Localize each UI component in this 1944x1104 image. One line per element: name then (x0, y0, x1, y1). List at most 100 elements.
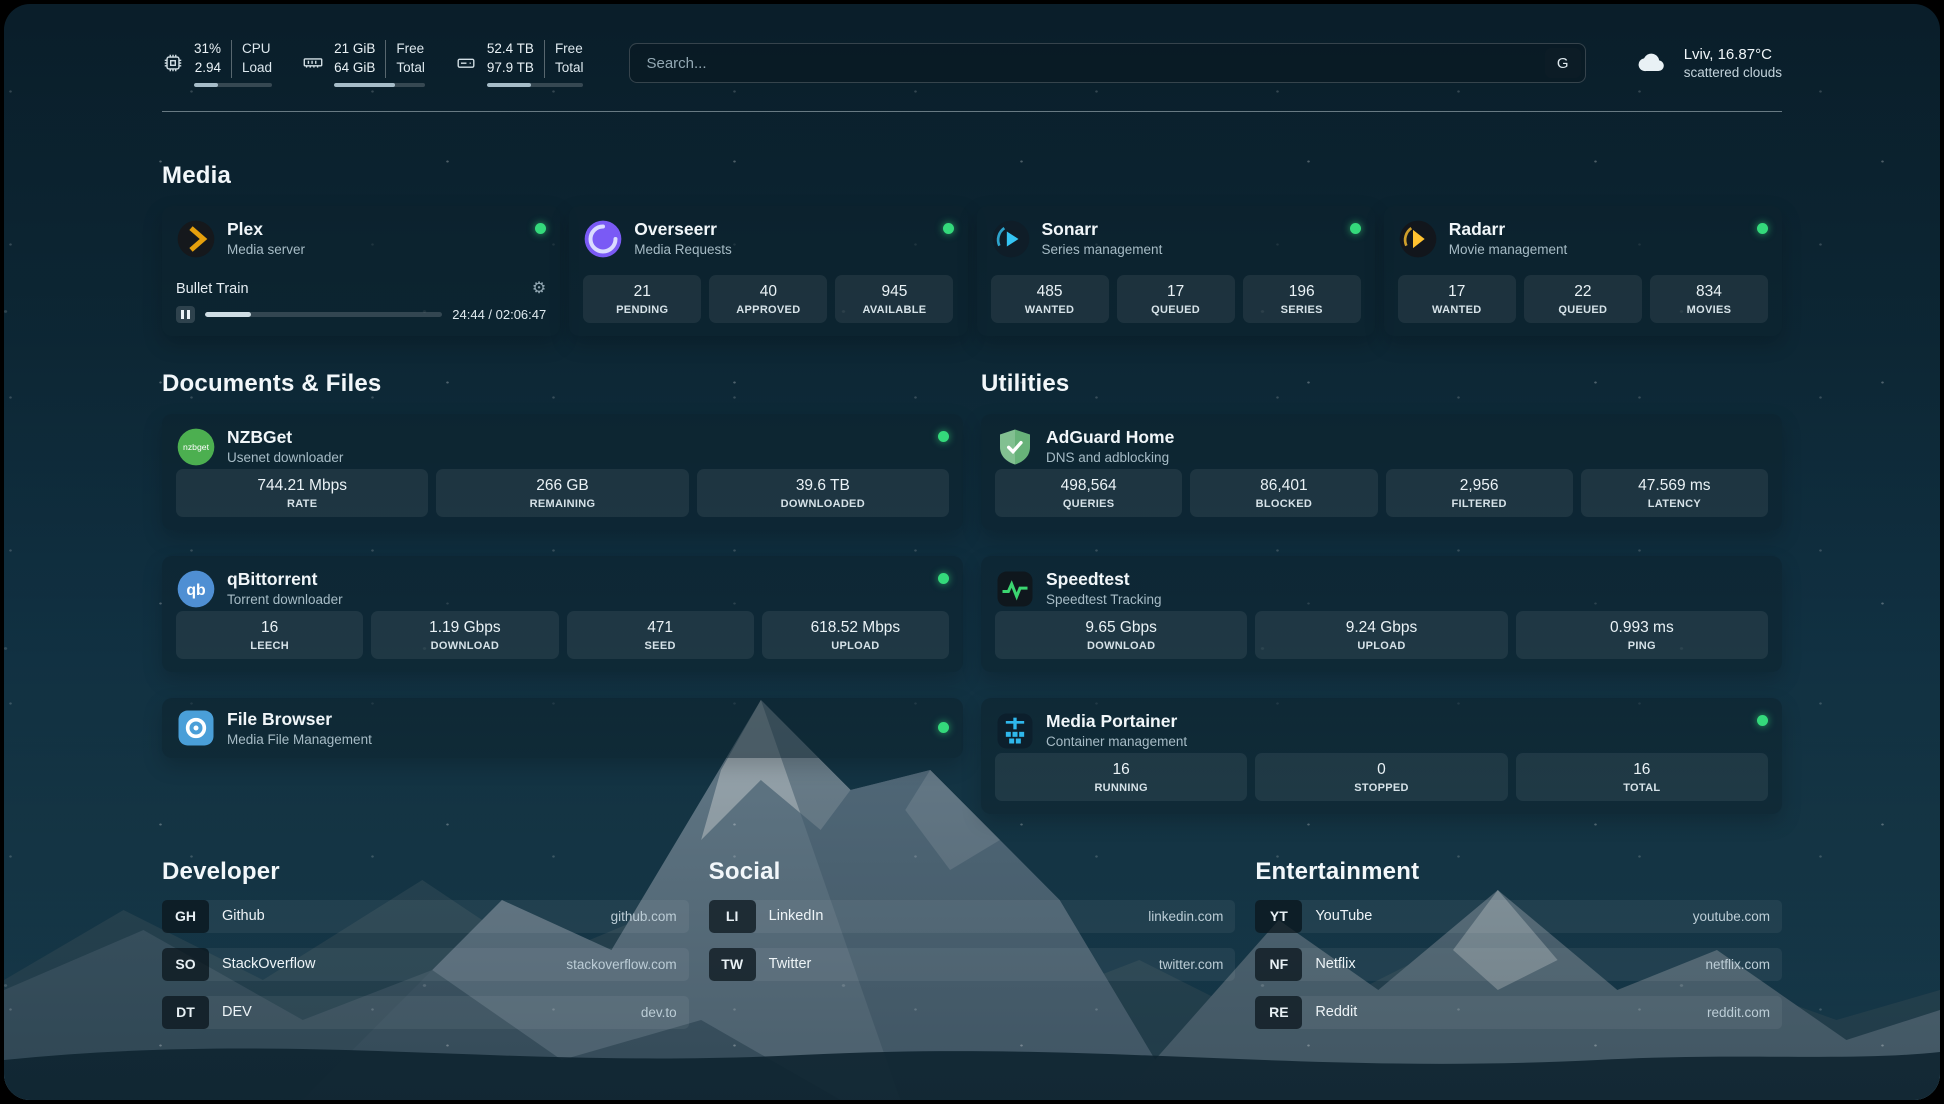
cpu-load-label: Load (231, 58, 272, 78)
service-card-portainer[interactable]: Media Portainer Container management 16 … (981, 697, 1782, 814)
nzbget-icon: nzbget (177, 428, 215, 466)
media-section-title: Media (162, 161, 232, 189)
cpu-percent: 31% (194, 41, 222, 56)
adguard-icon (1000, 429, 1030, 465)
documents-utilities-area: Documents & Files nzbget NZBGet Usenet d… (162, 370, 1782, 814)
stat-ping: 0.993 ms PING (1515, 610, 1768, 659)
bookmark-abbr: SO (162, 947, 209, 981)
bookmark-reddit[interactable]: RE Reddit reddit.com (1255, 995, 1782, 1029)
stat-movies: 834 MOVIES (1649, 274, 1768, 323)
status-online-dot (938, 430, 949, 442)
bookmark-linkedin[interactable]: LI LinkedIn linkedin.com (708, 899, 1236, 933)
plex-icon (177, 220, 215, 258)
service-name: Media Portainer (1046, 710, 1178, 731)
bookmark-stackoverflow[interactable]: SO StackOverflow stackoverflow.com (162, 947, 689, 981)
service-card-qbittorrent[interactable]: qb qBittorrent Torrent downloader 16 LEE… (162, 555, 963, 672)
service-card-radarr[interactable]: Radarr Movie management 17 WANTED 22 QUE… (1383, 205, 1782, 336)
playback-progress-fill (205, 311, 252, 317)
cloud-icon (1638, 54, 1664, 72)
service-card-filebrowser[interactable]: File Browser Media File Management (162, 697, 963, 758)
disk-progress-fill (486, 82, 532, 87)
service-card-adguard[interactable]: AdGuard Home DNS and adblocking 498,564 … (981, 413, 1782, 530)
section-media: Media Plex Media server (162, 162, 1782, 336)
status-online-dot (1757, 222, 1768, 234)
utilities-section-title: Utilities (981, 369, 1070, 397)
stat-running: 16 RUNNING (995, 752, 1248, 801)
stat-download: 1.19 Gbps DOWNLOAD (371, 610, 559, 659)
bookmark-name: YouTube (1315, 908, 1373, 925)
stat-pending: 21 PENDING (583, 274, 702, 323)
pause-icon[interactable] (176, 305, 195, 323)
playback-progress-bar[interactable] (205, 311, 443, 317)
stat-approved: 40 APPROVED (709, 274, 828, 323)
bookmark-abbr: NF (1255, 947, 1303, 981)
section-utilities: Utilities AdGuard Home DNS and adblockin… (981, 370, 1782, 814)
service-card-sonarr[interactable]: Sonarr Series management 485 WANTED 17 Q… (976, 205, 1375, 336)
playback-time: 24:44 / 02:06:47 (452, 306, 547, 322)
service-name: AdGuard Home (1046, 426, 1175, 447)
service-card-speedtest[interactable]: Speedtest Speedtest Tracking 9.65 Gbps D… (981, 555, 1782, 672)
bookmark-github[interactable]: GH Github github.com (162, 899, 689, 933)
resource-widgets: 31% CPU 2.94 Load (162, 40, 584, 87)
memory-progress-bar (334, 82, 425, 87)
service-subtitle: Usenet downloader (227, 449, 344, 465)
service-card-overseerr[interactable]: Overseerr Media Requests 21 PENDING 40 A… (569, 205, 968, 336)
status-online-dot (942, 222, 954, 234)
cpu-label: CPU (231, 40, 272, 59)
stat-rate: 744.21 Mbps RATE (176, 468, 429, 517)
disk-free: 52.4 TB (486, 41, 534, 56)
bookmark-url: twitter.com (1158, 956, 1224, 972)
bookmark-abbr: GH (162, 899, 209, 933)
status-online-dot (938, 572, 949, 584)
dashboard-screen: 31% CPU 2.94 Load (4, 4, 1940, 1100)
bookmark-url: netflix.com (1705, 956, 1770, 972)
search-bar: G (629, 43, 1586, 84)
cpu-progress-bar (194, 82, 273, 87)
bookmark-twitter[interactable]: TW Twitter twitter.com (708, 947, 1236, 981)
stat-wanted: 17 WANTED (1397, 274, 1516, 323)
stat-downloaded: 39.6 TB DOWNLOADED (696, 468, 949, 517)
stat-queries: 498,564 QUERIES (995, 468, 1183, 517)
status-online-dot (535, 222, 547, 234)
stat-stopped: 0 STOPPED (1255, 752, 1508, 801)
weather-condition: scattered clouds (1683, 65, 1782, 81)
service-name: Plex (227, 218, 263, 239)
memory-free-label: Free (385, 40, 425, 59)
service-subtitle: Media File Management (227, 731, 372, 747)
service-card-nzbget[interactable]: nzbget NZBGet Usenet downloader 744.21 M… (162, 413, 963, 530)
stat-queued: 22 QUEUED (1523, 274, 1642, 323)
bookmark-url: reddit.com (1706, 1004, 1770, 1020)
bookmark-dev[interactable]: DT DEV dev.to (162, 995, 689, 1029)
bookmark-abbr: RE (1255, 995, 1303, 1029)
stat-filtered: 2,956 FILTERED (1385, 468, 1573, 517)
service-name: qBittorrent (227, 568, 318, 589)
speedtest-icon (997, 571, 1033, 607)
search-input[interactable] (629, 43, 1586, 84)
bookmark-name: LinkedIn (768, 908, 824, 925)
settings-gear-icon[interactable]: ⚙ (531, 279, 547, 297)
service-subtitle: Media Requests (634, 241, 732, 257)
stat-upload: 9.24 Gbps UPLOAD (1255, 610, 1508, 659)
entertainment-section-title: Entertainment (1255, 857, 1420, 885)
service-subtitle: Speedtest Tracking (1046, 591, 1162, 607)
bookmark-name: Github (222, 908, 265, 925)
stat-available: 945 AVAILABLE (835, 274, 954, 323)
bookmark-youtube[interactable]: YT YouTube youtube.com (1255, 899, 1782, 933)
search-provider-button[interactable]: G (1544, 48, 1581, 79)
bookmark-url: github.com (610, 908, 677, 924)
bookmark-abbr: TW (708, 947, 756, 981)
service-name: Radarr (1448, 218, 1506, 239)
bookmark-group-entertainment: Entertainment YT YouTube youtube.com NF … (1255, 858, 1782, 1029)
status-online-dot (1349, 222, 1361, 234)
disk-progress-bar (486, 82, 584, 87)
svg-text:nzbget: nzbget (183, 442, 210, 452)
service-card-plex[interactable]: Plex Media server Bullet Train ⚙ (162, 205, 561, 336)
bookmark-name: DEV (222, 1004, 252, 1021)
developer-section-title: Developer (162, 857, 280, 885)
bookmark-netflix[interactable]: NF Netflix netflix.com (1255, 947, 1782, 981)
weather-widget: Lviv, 16.87°C scattered clouds (1632, 46, 1782, 80)
stat-total: 16 TOTAL (1515, 752, 1768, 801)
section-documents: Documents & Files nzbget NZBGet Usenet d… (162, 370, 963, 758)
documents-section-title: Documents & Files (162, 369, 382, 397)
filebrowser-icon (178, 710, 214, 746)
